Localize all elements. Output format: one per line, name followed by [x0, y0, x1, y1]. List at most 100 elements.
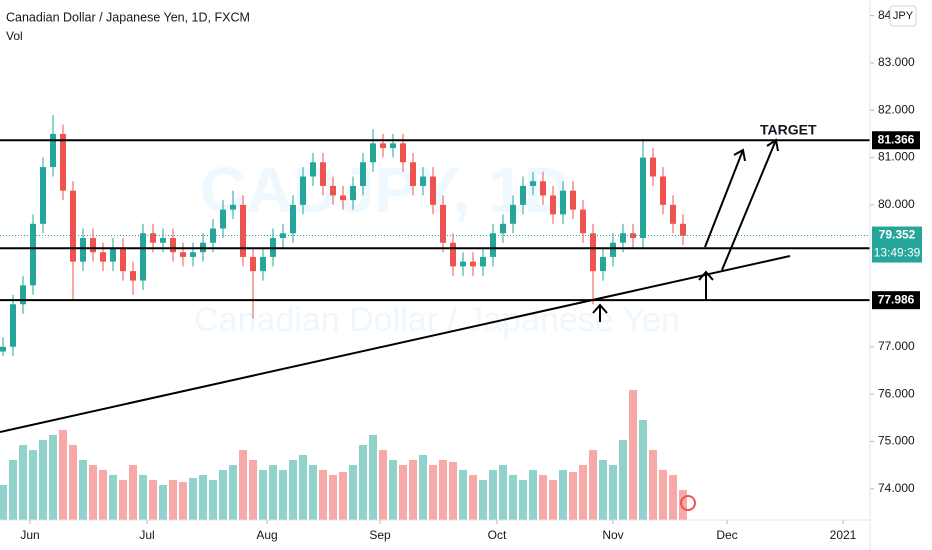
candle-body — [460, 261, 466, 267]
candle-body — [80, 237, 86, 262]
candle-body — [530, 181, 536, 186]
volume-bar — [679, 490, 687, 520]
candle-body — [450, 242, 456, 267]
drawings — [0, 138, 791, 511]
candle-body — [320, 162, 326, 186]
arrow-head — [592, 303, 608, 314]
last-price-label: 79.352 — [879, 228, 916, 242]
candle-body — [600, 256, 606, 272]
candle-body — [30, 223, 36, 286]
watermark: CADJPY, 1D — [200, 154, 570, 226]
arrow — [721, 139, 777, 271]
volume-bar — [269, 465, 277, 520]
volume-bar — [199, 475, 207, 520]
candle-body — [110, 247, 116, 262]
candle-body — [580, 209, 586, 234]
candle-body — [190, 252, 196, 257]
candle-body — [510, 204, 516, 224]
volume-bar — [79, 460, 87, 520]
volume-bar — [529, 470, 537, 520]
volume-bar — [459, 470, 467, 520]
currency[interactable]: JPY — [893, 10, 914, 22]
candle-body — [610, 242, 616, 257]
y-tick-label: 75.000 — [878, 434, 915, 448]
annotation: TARGET — [760, 122, 817, 138]
volume-bar — [119, 480, 127, 520]
candle-body — [230, 204, 236, 210]
candle-body — [400, 143, 406, 163]
arrow — [704, 149, 744, 248]
icon — [680, 495, 696, 511]
volume-bar — [429, 465, 437, 520]
volume-bar — [309, 465, 317, 520]
candle-body — [150, 233, 156, 243]
candle-body — [420, 176, 426, 186]
volume-bar — [449, 462, 457, 520]
x-tick-label: Jul — [139, 528, 154, 542]
volume-bar — [299, 455, 307, 520]
level-label-box — [872, 131, 920, 150]
candle-body — [120, 247, 126, 272]
volume-bar — [69, 445, 77, 520]
candle-body — [350, 185, 356, 201]
volume-bar — [29, 450, 37, 520]
volume-bar — [649, 450, 657, 520]
volume-bar — [419, 455, 427, 520]
volume-bar — [499, 465, 507, 520]
candle-body — [70, 190, 76, 262]
y-tick-label: 83.000 — [878, 55, 915, 69]
candle-body — [520, 185, 526, 205]
level-label: 81.366 — [878, 132, 915, 146]
candle-body — [650, 157, 656, 177]
volume-bar — [169, 480, 177, 520]
volume-bar — [59, 430, 67, 520]
x-tick-label: Aug — [256, 528, 277, 542]
y-tick-label: 82.000 — [878, 102, 915, 116]
currency-button[interactable] — [889, 5, 917, 27]
volume-bar — [479, 480, 487, 520]
candle-body — [130, 271, 136, 281]
candle-body — [180, 252, 186, 257]
volume-bar — [589, 450, 597, 520]
volume-bar — [469, 475, 477, 520]
candle-body — [220, 209, 226, 229]
volume-bar — [609, 465, 617, 520]
x-tick-label: 2021 — [830, 528, 857, 542]
volume-bar — [219, 470, 227, 520]
candle-body — [480, 256, 486, 267]
candle-body — [20, 285, 26, 305]
volume-bar — [159, 485, 167, 520]
y-tick-label: 77.000 — [878, 339, 915, 353]
volume-bar — [249, 460, 257, 520]
candle-body — [240, 204, 246, 257]
candle-body — [550, 195, 556, 215]
volume-bar — [489, 470, 497, 520]
candle-body — [370, 143, 376, 163]
volume-bar — [339, 472, 347, 520]
price-axis — [870, 0, 932, 550]
volume-bar — [599, 460, 607, 520]
volume-bar — [579, 465, 587, 520]
candle-body — [440, 204, 446, 243]
volume-bar — [639, 420, 647, 520]
countdown: 13:49:39 — [874, 246, 921, 260]
volume-label: Vol — [6, 29, 23, 43]
volume-bar — [0, 485, 7, 520]
volume-bar — [399, 465, 407, 520]
level-label-box — [872, 291, 920, 310]
watermark-subtitle: Canadian Dollar / Japanese Yen — [194, 301, 680, 339]
volume-bar — [359, 445, 367, 520]
volume-bar — [629, 390, 637, 520]
volume-bar — [239, 450, 247, 520]
volume-bar — [149, 480, 157, 520]
volume-bar — [329, 475, 337, 520]
candle-body — [140, 233, 146, 281]
candle-body — [540, 181, 546, 196]
candle-body — [160, 237, 166, 243]
chart-title: Canadian Dollar / Japanese Yen, 1D, FXCM — [6, 10, 250, 24]
candle-body — [300, 176, 306, 205]
volume-bar — [229, 465, 237, 520]
candle-body — [10, 304, 16, 347]
volume-bar — [509, 475, 517, 520]
candle-body — [500, 223, 506, 234]
